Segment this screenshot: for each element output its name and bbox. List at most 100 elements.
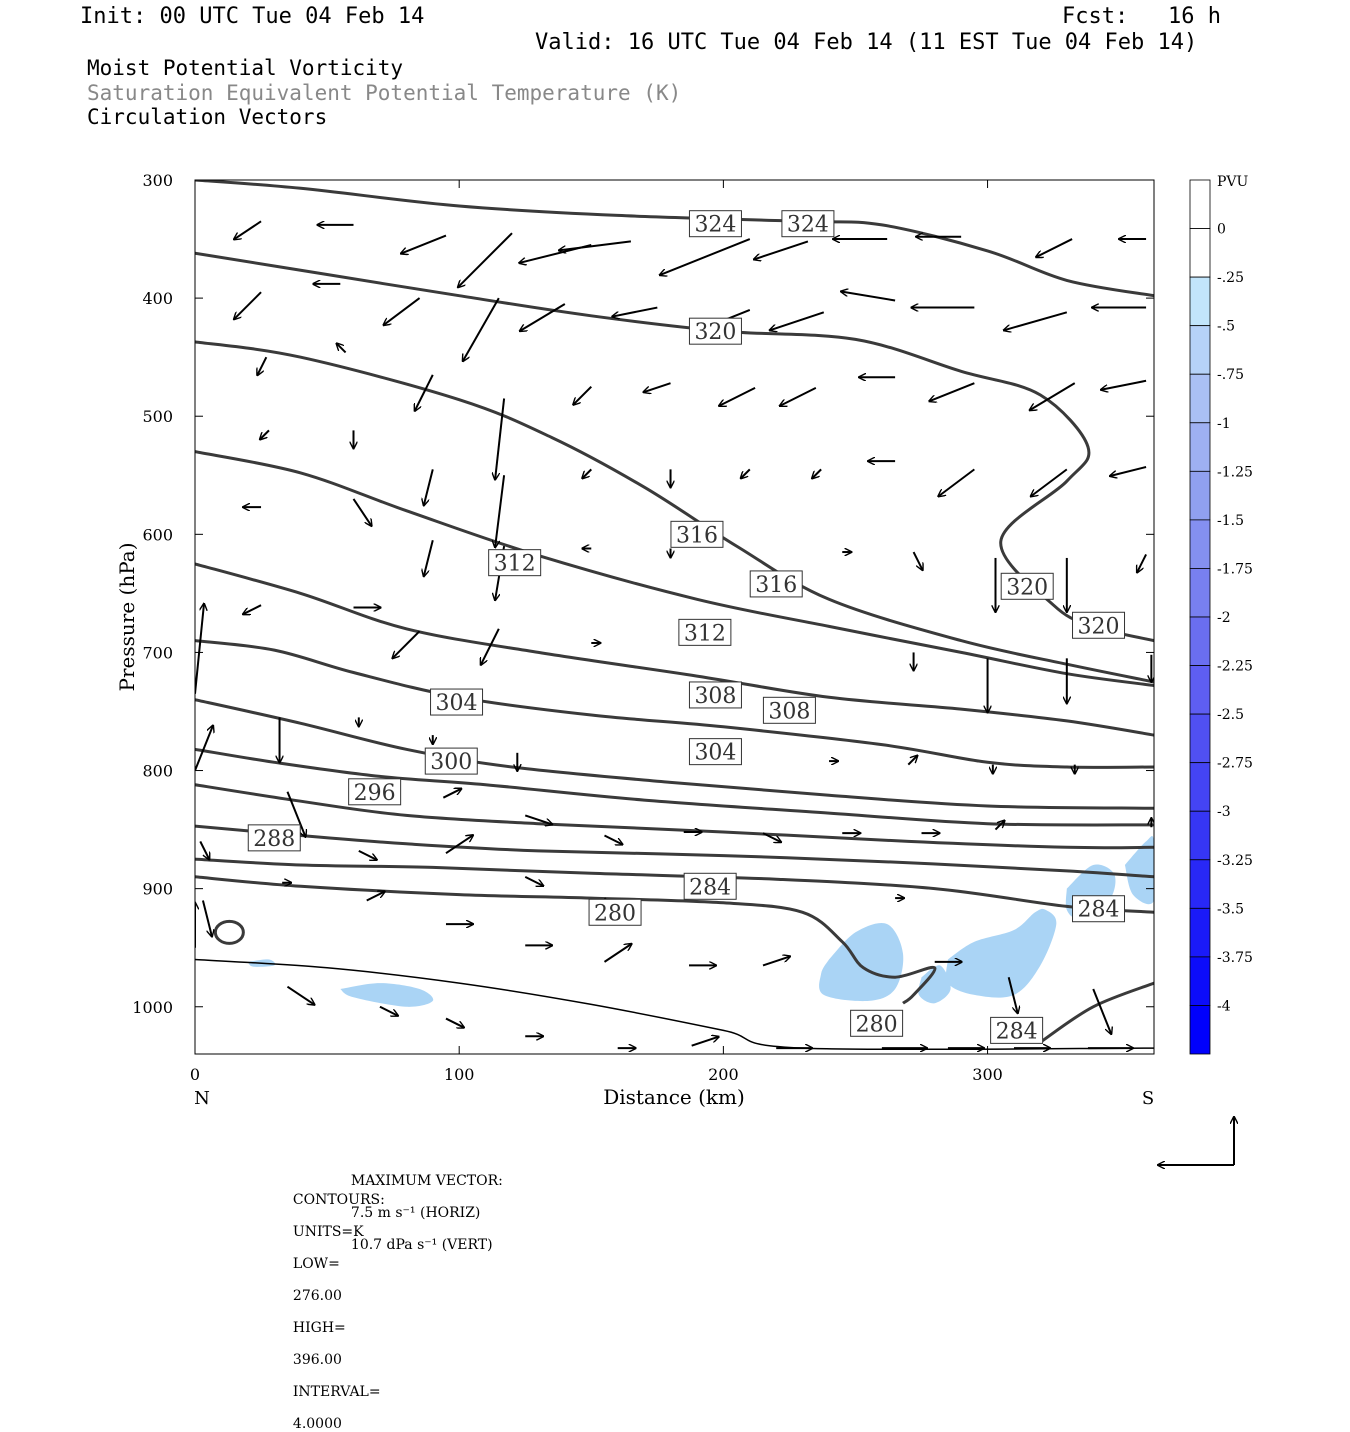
circulation-vector — [358, 849, 377, 860]
y-tick-label: 1000 — [132, 998, 173, 1017]
circulation-vector — [762, 832, 781, 842]
colorbar-swatch — [1189, 616, 1211, 666]
theta-contour-312 — [195, 450, 1154, 687]
contour-label-box — [990, 1016, 1044, 1044]
circulation-vector — [719, 386, 756, 406]
circulation-vector — [481, 628, 500, 665]
contour-label-box — [688, 210, 742, 238]
colorbar-label: -3.75 — [1217, 950, 1253, 966]
contour-label: 320 — [1072, 611, 1126, 639]
colorbar-swatch — [1189, 810, 1211, 861]
circulation-vector — [691, 1037, 719, 1047]
colorbar-label: -1.5 — [1217, 513, 1244, 529]
colorbar-swatch — [1189, 519, 1211, 569]
circulation-vector — [660, 238, 751, 275]
circulation-vector — [1137, 553, 1147, 572]
y-tick-label: 400 — [142, 289, 173, 308]
colorbar-label: -.25 — [1217, 270, 1244, 286]
x-axis-left-end: N — [194, 1088, 210, 1109]
circulation-vector — [912, 551, 923, 570]
x-axis-label: Distance (km) — [603, 1085, 745, 1109]
theta-contours — [195, 180, 1154, 1044]
pv-region — [1124, 836, 1154, 905]
contour-label: 284 — [683, 872, 737, 900]
contour-label-text: 280 — [856, 1012, 898, 1037]
cross-section-chart: 324 3243203163163123123203203083083043043… — [115, 171, 1253, 1200]
contour-high-label: HIGH= — [292, 1320, 346, 1336]
pv-region — [340, 983, 434, 1007]
colorbar-label: 0 — [1217, 222, 1226, 238]
axes: 300 400 500 600 700 800 900 1000 0 100 200 300 Dista… — [115, 171, 1154, 1109]
forecast-hour: 16 h — [1168, 4, 1221, 29]
contour-label-box — [688, 317, 742, 345]
contour-label: 304 — [430, 688, 484, 716]
contour-label: 324 — [688, 210, 742, 238]
circulation-vector — [741, 468, 751, 478]
circulation-vector — [337, 343, 347, 354]
circulation-vector — [393, 630, 421, 658]
circulation-vector — [524, 814, 552, 824]
contour-label: 280 — [588, 898, 642, 926]
contour-label-text: 324 — [694, 213, 736, 238]
x-tick-label: 300 — [972, 1065, 1003, 1084]
contours-line: CONTOURS: UNITS=K LOW= 276.00 HIGH= 396.… — [284, 1176, 385, 1432]
contour-label-box — [247, 824, 301, 852]
contour-labels: 324 324 320 316 316 312 312 320 320 308 308 304 304 3… — [247, 210, 1126, 1044]
theta-contour-288 — [195, 824, 1154, 879]
contour-label: 284 — [990, 1016, 1044, 1044]
pv-region — [918, 965, 951, 1004]
theta-contour-284 — [1039, 981, 1154, 1044]
theta-contour-292 — [195, 783, 1154, 850]
contour-label-box — [850, 1009, 904, 1037]
contour-label-box — [781, 210, 835, 238]
circulation-vector — [445, 835, 473, 855]
forecast-label: Fcst: — [1062, 4, 1129, 29]
circulation-vector — [559, 240, 632, 250]
contour-label-box — [348, 778, 402, 806]
circulation-vector — [424, 539, 434, 576]
circulation-vector — [520, 303, 566, 331]
contour-label-text: 288 — [253, 827, 295, 852]
colorbar-label: -.75 — [1217, 367, 1244, 383]
contour-label-box — [1000, 572, 1054, 600]
contour-high-value: 396.00 — [292, 1352, 342, 1368]
contour-label: 300 — [424, 747, 478, 775]
init-time: Init: 00 UTC Tue 04 Feb 14 — [80, 4, 425, 29]
contour-label-text: 316 — [755, 573, 797, 598]
contour-label: 296 — [348, 778, 402, 806]
circulation-vector — [1004, 311, 1068, 330]
circulation-vector — [201, 900, 212, 936]
contour-label-box — [683, 872, 737, 900]
contour-label-text: 320 — [1006, 575, 1048, 600]
colorbar-swatch — [1189, 568, 1211, 618]
colorbar-swatch — [1189, 325, 1211, 375]
theta-contour-324 — [195, 180, 1154, 298]
circulation-vector — [384, 297, 421, 325]
contour-label-box — [688, 681, 742, 709]
contour-label: 320 — [688, 317, 742, 345]
theta-contour-284 — [195, 857, 1154, 914]
colorbar-label: -2.25 — [1217, 659, 1253, 675]
contour-label: 304 — [688, 738, 742, 766]
colorbar-label: -.5 — [1217, 319, 1235, 335]
contour-label: 312 — [678, 618, 732, 646]
circulation-vector — [463, 297, 500, 361]
field-title-pv: Moist Potential Vorticity — [87, 56, 404, 80]
theta-contour-304 — [195, 639, 1154, 769]
colorbar-swatch — [1189, 373, 1211, 424]
contour-label-text: 284 — [996, 1019, 1038, 1044]
contour-label-text: 324 — [787, 213, 829, 238]
circulation-vector — [260, 429, 270, 439]
circulation-vector — [445, 1017, 464, 1028]
x-tick-label: 0 — [190, 1065, 200, 1084]
circulation-vector — [195, 726, 213, 771]
contour-interval-value: 4.0000 — [292, 1416, 342, 1432]
y-tick-label: 900 — [142, 880, 173, 899]
contour-label-box — [749, 570, 803, 598]
circulation-vector — [234, 291, 262, 319]
y-tick-label: 300 — [142, 171, 173, 190]
pv-shading — [247, 836, 1154, 1007]
pv-colorbar: PVU 0 -.25 -.5 -.75 -1 -1.25 -1.5 -1.75 -2 -2.25 -2… — [1189, 174, 1253, 1055]
circulation-vector — [495, 475, 506, 547]
colorbar-swatch — [1189, 907, 1211, 958]
